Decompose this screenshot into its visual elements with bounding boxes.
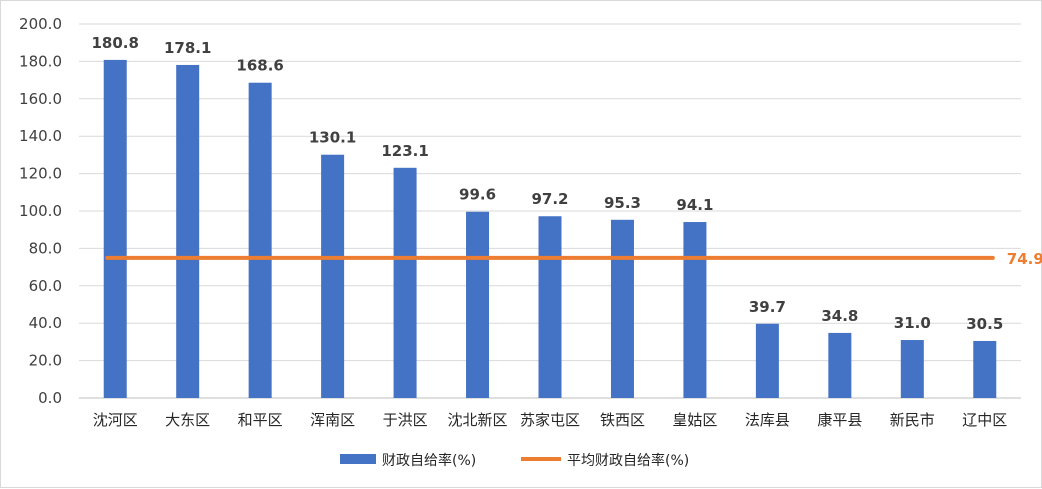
data-label: 130.1	[309, 129, 356, 147]
legend: 财政自给率(%) 平均财政自给率(%)	[340, 452, 689, 469]
y-tick-label: 40.0	[29, 314, 62, 332]
legend-line-label: 平均财政自给率(%)	[567, 452, 689, 469]
data-label: 31.0	[894, 314, 931, 332]
data-label: 123.1	[381, 142, 428, 160]
data-label: 34.8	[821, 307, 858, 325]
x-category-label: 康平县	[817, 411, 862, 429]
legend-bar-label: 财政自给率(%)	[382, 452, 476, 469]
y-tick-label: 120.0	[19, 165, 62, 183]
bar	[176, 64, 200, 398]
data-label: 39.7	[749, 298, 786, 316]
data-label: 30.5	[966, 315, 1003, 333]
x-category-label: 和平区	[238, 411, 283, 429]
data-label: 178.1	[164, 39, 211, 57]
x-category-label: 新民市	[890, 411, 935, 429]
bar	[466, 211, 490, 398]
x-category-label: 沈北新区	[448, 411, 508, 429]
bar	[393, 167, 417, 398]
bar	[103, 59, 127, 399]
x-category-label: 辽中区	[962, 411, 1007, 429]
bar	[755, 323, 779, 398]
bar	[973, 340, 997, 398]
x-category-label: 法库县	[745, 411, 790, 429]
y-tick-label: 200.0	[19, 15, 62, 33]
bars	[103, 59, 997, 399]
y-tick-label: 100.0	[19, 202, 62, 220]
data-label: 97.2	[531, 190, 568, 208]
bar	[321, 154, 345, 398]
y-tick-label: 0.0	[38, 389, 62, 407]
y-tick-label: 160.0	[19, 90, 62, 108]
average-line-group: 74.9	[105, 250, 1042, 268]
y-tick-label: 60.0	[29, 277, 62, 295]
x-category-label: 浑南区	[310, 411, 355, 429]
bar	[248, 82, 272, 398]
data-label: 99.6	[459, 186, 496, 204]
legend-bar-swatch	[340, 454, 376, 464]
y-tick-label: 20.0	[29, 352, 62, 370]
y-axis-ticks: 0.0 20.0 40.0 60.0 80.0 100.0 120.0 140.0 160.0 1…	[19, 15, 62, 407]
data-label: 168.6	[236, 57, 283, 75]
x-axis-categories: 沈河区 大东区 和平区 浑南区 于洪区 沈北新区 苏家屯区 铁西区 皇姑区 法库县 康平县 新民市 辽中…	[93, 411, 1008, 429]
x-category-label: 皇姑区	[672, 411, 717, 429]
bar	[900, 340, 924, 398]
y-tick-label: 140.0	[19, 127, 62, 145]
bar	[683, 222, 707, 398]
y-tick-label: 80.0	[29, 239, 62, 257]
x-category-label: 沈河区	[93, 411, 138, 429]
bar	[538, 216, 562, 398]
x-category-label: 铁西区	[600, 411, 645, 429]
x-category-label: 于洪区	[383, 411, 428, 429]
bar	[610, 219, 634, 398]
y-tick-label: 180.0	[19, 52, 62, 70]
data-label: 95.3	[604, 194, 641, 212]
data-label: 180.8	[92, 34, 139, 52]
data-label: 94.1	[676, 196, 713, 214]
x-category-label: 苏家屯区	[520, 411, 580, 429]
x-category-label: 大东区	[165, 411, 210, 429]
data-labels: 180.8 178.1 168.6 130.1 123.1 99.6 97.2 95.3 94.…	[92, 34, 1004, 333]
bar	[828, 332, 852, 398]
average-line-label: 74.9	[1007, 250, 1042, 268]
